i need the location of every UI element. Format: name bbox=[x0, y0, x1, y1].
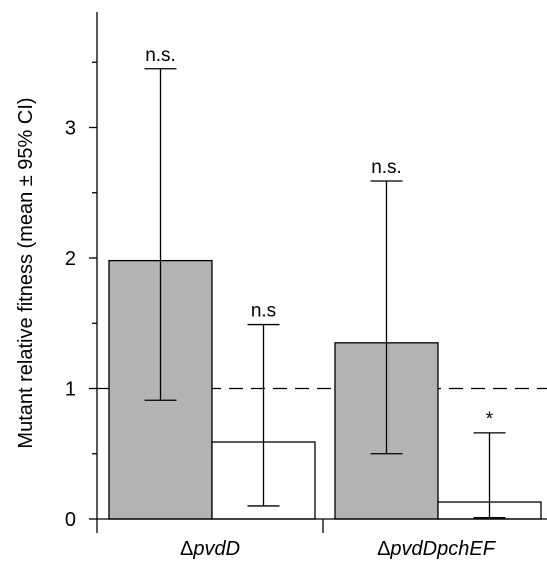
y-axis-label: Mutant relative fitness (mean ± 95% CI) bbox=[15, 97, 37, 448]
category-label-pvdD: ΔpvdD bbox=[180, 538, 240, 560]
significance-label-series0-cat0: n.s. bbox=[145, 45, 176, 66]
axes-layer bbox=[96, 12, 547, 520]
significance-label-series0-cat1: n.s. bbox=[371, 157, 402, 178]
y-tick-label-3: 3 bbox=[65, 118, 76, 140]
significance-labels-layer: n.s. n.s. n.s * bbox=[145, 45, 494, 430]
y-tick-label-0: 0 bbox=[65, 509, 76, 531]
y-ticks-layer: 0 1 2 3 bbox=[65, 61, 97, 531]
y-tick-label-2: 2 bbox=[65, 248, 76, 270]
x-categories-layer: ΔpvdD ΔpvdDpchEF bbox=[96, 519, 497, 560]
y-tick-label-1: 1 bbox=[65, 379, 76, 401]
error-bars-layer bbox=[144, 68, 506, 519]
significance-label-series1-cat0: n.s bbox=[251, 301, 276, 322]
significance-label-series1-cat1: * bbox=[486, 409, 494, 430]
bars-layer bbox=[108, 259, 542, 520]
category-label-pvdDpchEF: ΔpvdDpchEF bbox=[377, 538, 497, 560]
